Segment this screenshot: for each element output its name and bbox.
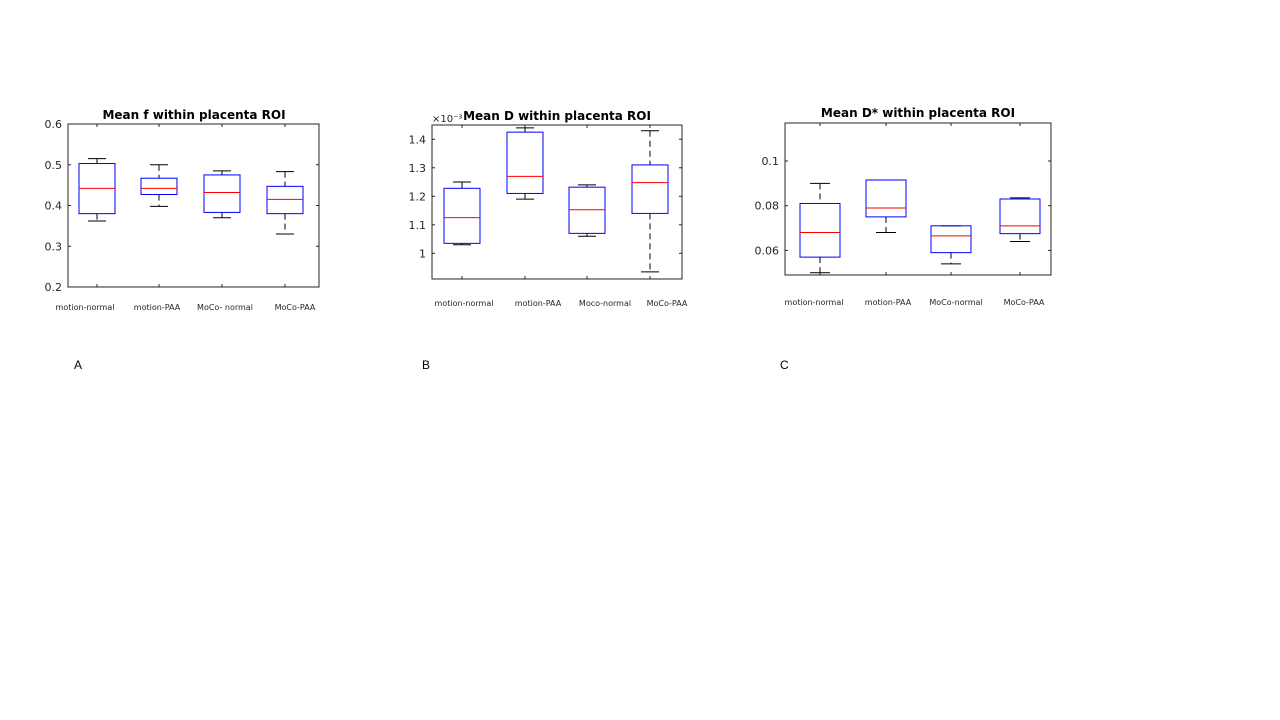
panel-c: Mean D* within placenta ROI 0.06 0.08 0.1 m…	[755, 106, 1052, 372]
iqr-box	[930, 225, 972, 254]
panel-c-title: Mean D* within placenta ROI	[821, 106, 1015, 120]
iqr-box	[266, 185, 304, 215]
category-label: motion-normal	[56, 303, 115, 312]
y-tick-label: 0.5	[45, 159, 63, 172]
panel-a-marks: 0.2 0.3 0.4 0.5 0.6 motion-normal motion-PAA Mo…	[45, 118, 319, 312]
iqr-box	[631, 164, 669, 214]
y-tick-label: 0.3	[45, 240, 63, 253]
iqr-box	[506, 131, 544, 194]
iqr-box	[568, 186, 606, 234]
y-tick-label: 1	[419, 247, 426, 260]
panel-a-title: Mean f within placenta ROI	[102, 108, 285, 122]
iqr-box	[140, 177, 178, 195]
y-tick-label: 1.1	[409, 219, 427, 232]
panel-a-axes	[67, 123, 320, 288]
category-label: MoCo-PAA	[275, 303, 316, 312]
iqr-box	[999, 198, 1041, 235]
category-label: Moco-normal	[579, 299, 631, 308]
y-tick-label: 0.1	[762, 155, 780, 168]
panel-a-label: A	[74, 358, 82, 372]
panel-b-exponent: ×10⁻³	[432, 114, 462, 125]
panel-b-title: Mean D within placenta ROI	[463, 109, 651, 123]
y-tick-label: 1.2	[409, 190, 427, 203]
category-label: motion-PAA	[134, 303, 181, 312]
y-tick-label: 0.2	[45, 281, 63, 294]
iqr-box	[443, 187, 481, 244]
y-tick-label: 1.4	[409, 133, 427, 146]
panel-b: ×10⁻³ Mean D within placenta ROI 1 1.1 1.2…	[409, 109, 688, 372]
category-label: motion-normal	[435, 299, 494, 308]
y-tick-label: 0.6	[45, 118, 63, 131]
category-label: motion-PAA	[865, 298, 912, 307]
y-tick-label: 0.06	[755, 244, 780, 257]
category-label: MoCo-PAA	[647, 299, 688, 308]
panel-c-marks: 0.06 0.08 0.1 motion-normal motion-PAA MoCo-n…	[755, 123, 1051, 307]
category-label: motion-PAA	[515, 299, 562, 308]
panel-b-label: B	[422, 358, 430, 372]
iqr-box	[203, 174, 241, 213]
panel-a: Mean f within placenta ROI 0.20.30.40.50…	[45, 108, 320, 372]
iqr-box	[865, 179, 907, 218]
panel-b-marks: 1 1.1 1.2 1.3 1.4 motion-normal motion-PAA Moco…	[409, 125, 688, 308]
panel-b-axes	[431, 124, 683, 280]
y-tick-label: 1.3	[409, 162, 427, 175]
y-tick-label: 0.08	[755, 200, 780, 213]
category-label: MoCo-normal	[929, 298, 982, 307]
category-label: MoCo- normal	[197, 303, 253, 312]
category-label: MoCo-PAA	[1004, 298, 1045, 307]
category-label: motion-normal	[785, 298, 844, 307]
y-tick-label: 0.4	[45, 200, 63, 213]
panel-c-label: C	[780, 358, 789, 372]
iqr-box	[799, 202, 841, 258]
